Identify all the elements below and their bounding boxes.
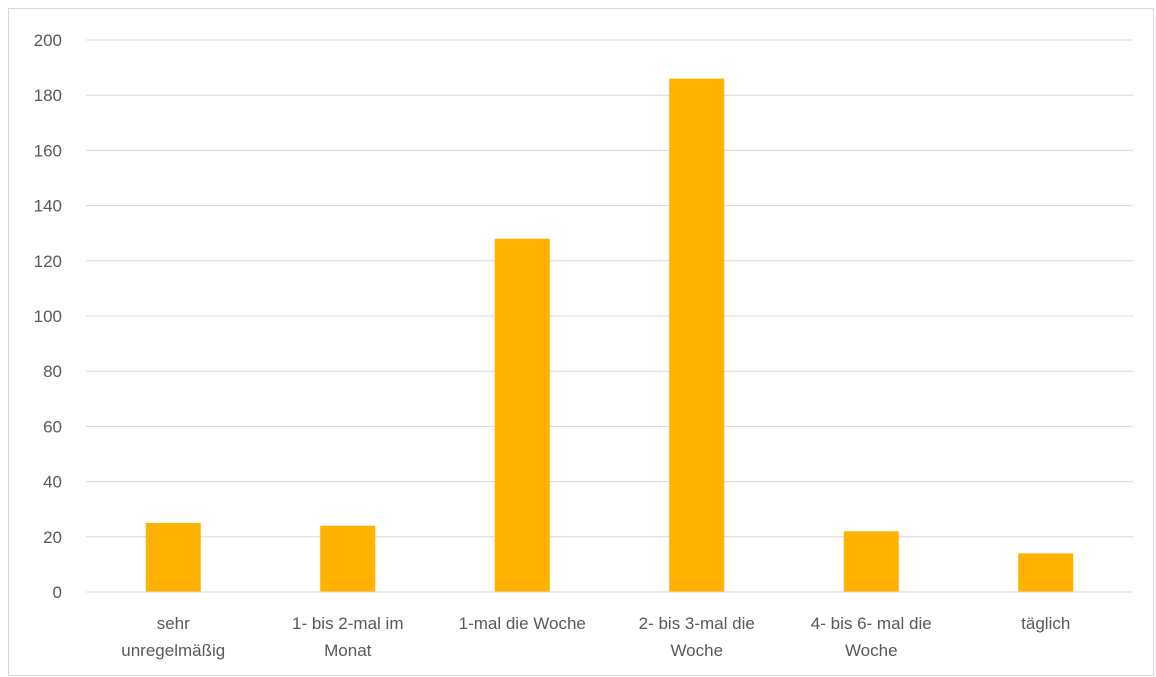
x-category-label-line: 2- bis 3-mal die <box>639 614 755 633</box>
bar-3 <box>494 238 550 592</box>
x-category-label-1: sehr unregelmäßig <box>121 614 225 660</box>
x-category-label-line: 1- bis 2-mal im <box>292 614 403 633</box>
bar-1 <box>145 523 201 592</box>
bar-4 <box>669 78 725 592</box>
grid-lines <box>86 39 1133 538</box>
y-tick-label-60: 60 <box>43 417 62 436</box>
x-category-label-line: täglich <box>1021 614 1070 633</box>
y-tick-label-100: 100 <box>34 307 62 326</box>
y-tick-label-40: 40 <box>43 473 62 492</box>
bars <box>145 78 1074 592</box>
bar-5 <box>843 531 899 592</box>
x-category-label-line: Monat <box>324 641 372 660</box>
y-tick-label-180: 180 <box>34 86 62 105</box>
y-tick-label-200: 200 <box>34 31 62 50</box>
x-category-label-4: 2- bis 3-mal die Woche <box>639 614 755 660</box>
bar-6 <box>1018 553 1074 592</box>
x-category-label-5: 4- bis 6- mal die Woche <box>811 614 932 660</box>
y-axis-tick-labels: 0 20 40 60 80 100 120 140 160 180 200 <box>34 31 62 602</box>
y-tick-label-160: 160 <box>34 141 62 160</box>
x-category-label-line: sehr <box>157 614 190 633</box>
y-tick-label-0: 0 <box>53 583 62 602</box>
x-category-label-line: Woche <box>845 641 898 660</box>
y-tick-label-140: 140 <box>34 197 62 216</box>
y-tick-label-80: 80 <box>43 362 62 381</box>
x-axis-category-labels: sehr unregelmäßig 1- bis 2-mal im Monat 1-ma… <box>121 614 1070 660</box>
bar-2 <box>320 525 376 592</box>
x-category-label-line: 1-mal die Woche <box>459 614 586 633</box>
y-tick-label-20: 20 <box>43 528 62 547</box>
x-category-label-line: Woche <box>670 641 723 660</box>
x-category-label-6: täglich <box>1021 614 1070 633</box>
y-tick-label-120: 120 <box>34 252 62 271</box>
x-category-label-3: 1-mal die Woche <box>459 614 586 633</box>
x-category-label-2: 1- bis 2-mal im Monat <box>292 614 403 660</box>
x-category-label-line: unregelmäßig <box>121 641 225 660</box>
x-category-label-line: 4- bis 6- mal die <box>811 614 932 633</box>
